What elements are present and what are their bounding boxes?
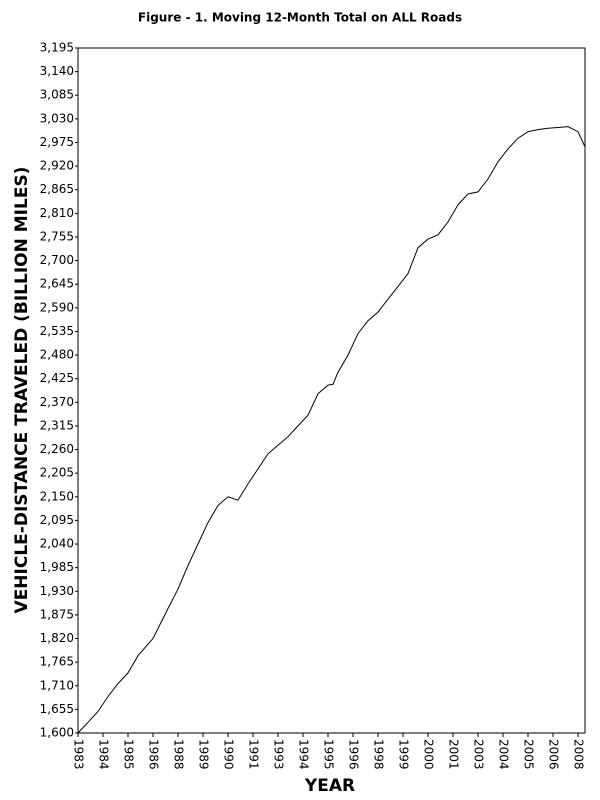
y-tick-label: 2,975	[40, 135, 74, 149]
x-tick-label: 1994	[297, 739, 311, 770]
x-tick-label: 1998	[372, 739, 386, 770]
x-tick-label: 1990	[222, 739, 236, 770]
y-tick-label: 2,095	[40, 513, 74, 527]
y-tick-label: 1,765	[40, 655, 74, 669]
y-tick-label: 1,985	[40, 560, 74, 574]
chart-title: Figure - 1. Moving 12-Month Total on ALL…	[138, 11, 462, 25]
y-tick-label: 2,205	[40, 466, 74, 480]
y-tick-label: 1,600	[40, 726, 74, 740]
x-tick-label: 2001	[447, 739, 461, 770]
x-tick-label: 1986	[147, 739, 161, 770]
y-axis-title: VEHICLE-DISTANCE TRAVELED (BILLION MILES…	[12, 167, 32, 614]
y-tick-label: 2,700	[40, 253, 74, 267]
y-tick-label: 2,590	[40, 300, 74, 314]
y-tick-label: 1,710	[40, 678, 74, 692]
x-tick-label: 2003	[472, 739, 486, 770]
y-tick-label: 2,315	[40, 418, 74, 432]
y-tick-label: 2,260	[40, 442, 74, 456]
x-tick-label: 1999	[397, 739, 411, 770]
x-tick-label: 1995	[322, 739, 336, 770]
y-tick-label: 2,370	[40, 395, 74, 409]
x-tick-label: 1985	[122, 739, 136, 770]
y-tick-label: 1,930	[40, 584, 74, 598]
x-tick-label: 2008	[572, 739, 586, 770]
x-tick-label: 2004	[497, 739, 511, 770]
y-tick-label: 3,030	[40, 111, 74, 125]
x-tick-label: 1993	[272, 739, 286, 770]
y-tick-label: 2,535	[40, 324, 74, 338]
y-tick-label: 2,810	[40, 206, 74, 220]
y-tick-label: 2,425	[40, 371, 74, 385]
y-tick-label: 3,085	[40, 88, 74, 102]
x-tick-label: 1983	[72, 739, 86, 770]
y-tick-label: 2,480	[40, 348, 74, 362]
x-tick-label: 2005	[522, 739, 536, 770]
y-tick-label: 2,150	[40, 489, 74, 503]
y-tick-label: 2,865	[40, 182, 74, 196]
x-tick-label: 1989	[197, 739, 211, 770]
plot-frame	[77, 47, 586, 734]
y-tick-label: 2,040	[40, 537, 74, 551]
x-tick-label: 1984	[97, 739, 111, 770]
y-tick-label: 2,755	[40, 229, 74, 243]
y-tick-label: 2,920	[40, 159, 74, 173]
x-axis-title: YEAR	[304, 776, 355, 796]
x-tick-label: 1988	[172, 739, 186, 770]
y-tick-label: 2,645	[40, 277, 74, 291]
y-tick-label: 1,655	[40, 702, 74, 716]
data-line	[77, 126, 586, 734]
y-tick-label: 3,140	[40, 64, 74, 78]
x-tick-label: 1991	[247, 739, 261, 770]
y-tick-label: 1,875	[40, 607, 74, 621]
x-tick-label: 2000	[422, 739, 436, 770]
y-tick-label: 1,820	[40, 631, 74, 645]
y-tick-label: 3,195	[40, 41, 74, 55]
x-tick-label: 1996	[347, 739, 361, 770]
x-tick-label: 2006	[547, 739, 561, 770]
